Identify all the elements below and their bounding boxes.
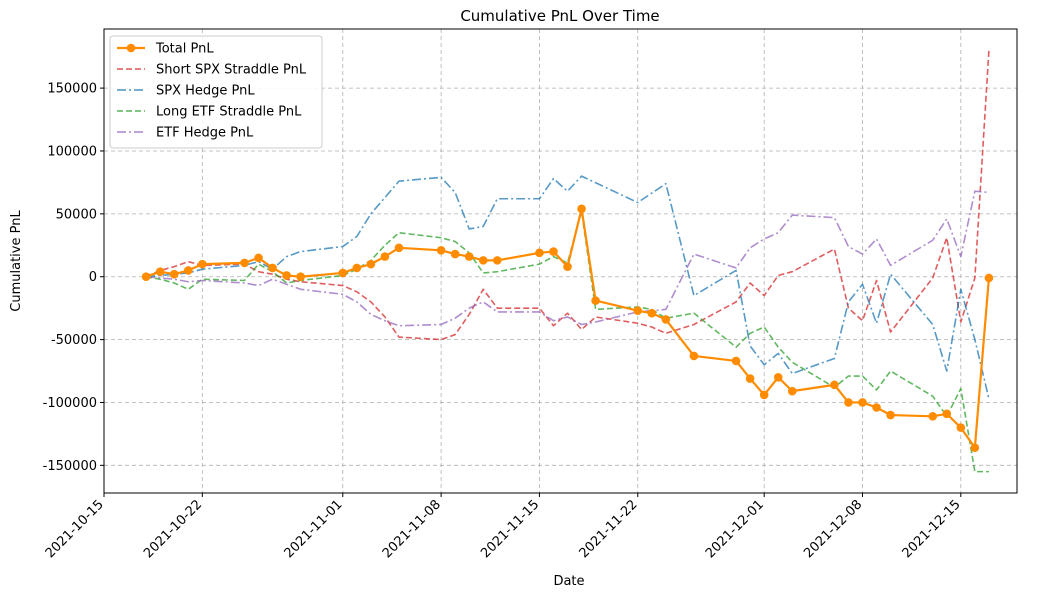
data-point: [296, 272, 305, 282]
data-point: [240, 258, 249, 268]
x-axis-label: Date: [553, 574, 584, 589]
grid: [103, 29, 1017, 493]
data-point: [759, 390, 769, 400]
legend-item: Long ETF Straddle PnL: [117, 105, 302, 120]
y-tick-label: 150000: [47, 82, 97, 97]
data-point: [436, 246, 446, 255]
x-tick-label: 2021-11-15: [478, 497, 542, 561]
y-axis-label: Cumulative PnL: [9, 210, 24, 312]
data-point: [352, 263, 362, 273]
y-tick-label: 100000: [47, 144, 97, 159]
data-point: [773, 373, 783, 382]
data-point: [970, 443, 980, 453]
data-point: [942, 409, 952, 419]
y-tick-label: -150000: [43, 459, 97, 474]
data-point: [141, 272, 151, 282]
y-axis-ticks: -150000 -100000 -50000 0 50000 100000 150000: [43, 82, 104, 474]
data-point: [155, 267, 165, 276]
data-point: [198, 259, 207, 269]
data-point: [394, 243, 404, 253]
legend-label: Short SPX Straddle PnL: [156, 63, 307, 78]
x-tick-label: 2021-12-08: [801, 497, 865, 561]
data-point: [380, 252, 390, 261]
legend-item: SPX Hedge PnL: [117, 84, 255, 99]
x-tick-label: 2021-11-08: [380, 497, 444, 561]
data-point: [464, 252, 474, 261]
data-point: [647, 308, 657, 318]
legend: Total PnL Short SPX Straddle PnL SPX Hedge…: [109, 35, 323, 149]
data-point: [563, 262, 572, 271]
y-tick-label: -50000: [51, 333, 97, 348]
data-point: [169, 269, 179, 279]
data-point: [872, 403, 881, 412]
legend-label: SPX Hedge PnL: [156, 84, 255, 99]
legend-label: Total PnL: [155, 42, 214, 57]
data-point: [338, 268, 348, 278]
data-point: [956, 423, 966, 432]
legend-box: [109, 35, 323, 149]
data-point: [830, 380, 839, 390]
data-point: [282, 271, 291, 280]
legend-label: ETF Hedge PnL: [156, 126, 254, 141]
y-tick-label: 0: [89, 270, 97, 285]
x-tick-label: 2021-11-22: [577, 497, 641, 561]
data-point: [366, 259, 376, 269]
data-point: [577, 204, 586, 214]
x-tick-label: 2021-11-01: [282, 497, 346, 561]
data-point: [928, 412, 938, 421]
series-line-total-pnl: [145, 207, 991, 449]
plot-frame: [103, 28, 1018, 494]
data-point: [450, 249, 460, 259]
data-point: [591, 296, 600, 305]
data-point: [478, 256, 488, 265]
data-point: [535, 248, 544, 258]
data-point: [745, 374, 755, 383]
legend-item: Short SPX Straddle PnL: [117, 63, 307, 78]
data-point: [886, 410, 895, 420]
series-layer: [141, 50, 994, 473]
x-tick-label: 2021-10-22: [141, 497, 205, 561]
data-point: [268, 263, 277, 273]
data-point: [731, 356, 741, 366]
x-axis-ticks: 2021-10-15 2021-10-22 2021-11-01 2021-11-08…: [43, 493, 964, 561]
y-tick-label: 50000: [56, 207, 97, 222]
data-point: [984, 273, 994, 283]
series-line-short-spx-straddle-pnl: [145, 50, 990, 341]
data-point: [633, 306, 643, 315]
x-tick-label: 2021-12-15: [900, 497, 964, 561]
data-point: [844, 398, 853, 407]
series-line-etf-hedge-pnl: [146, 190, 989, 327]
data-point: [492, 256, 502, 265]
x-tick-label: 2021-10-15: [43, 497, 107, 561]
legend-label: Long ETF Straddle PnL: [156, 105, 302, 120]
y-tick-label: -100000: [43, 396, 97, 411]
series-line-long-etf-straddle-pnl: [145, 210, 989, 473]
data-point: [549, 247, 558, 256]
x-tick-label: 2021-12-01: [703, 497, 767, 561]
data-point: [689, 351, 699, 361]
data-point: [858, 398, 867, 407]
data-point: [787, 386, 797, 396]
data-point: [254, 253, 263, 263]
legend-item: Total PnL: [117, 42, 214, 57]
data-point: [183, 266, 193, 275]
data-point: [661, 315, 671, 324]
legend-item: ETF Hedge PnL: [117, 126, 254, 141]
chart-title: Cumulative PnL Over Time: [460, 7, 659, 25]
legend-marker: [126, 43, 136, 53]
